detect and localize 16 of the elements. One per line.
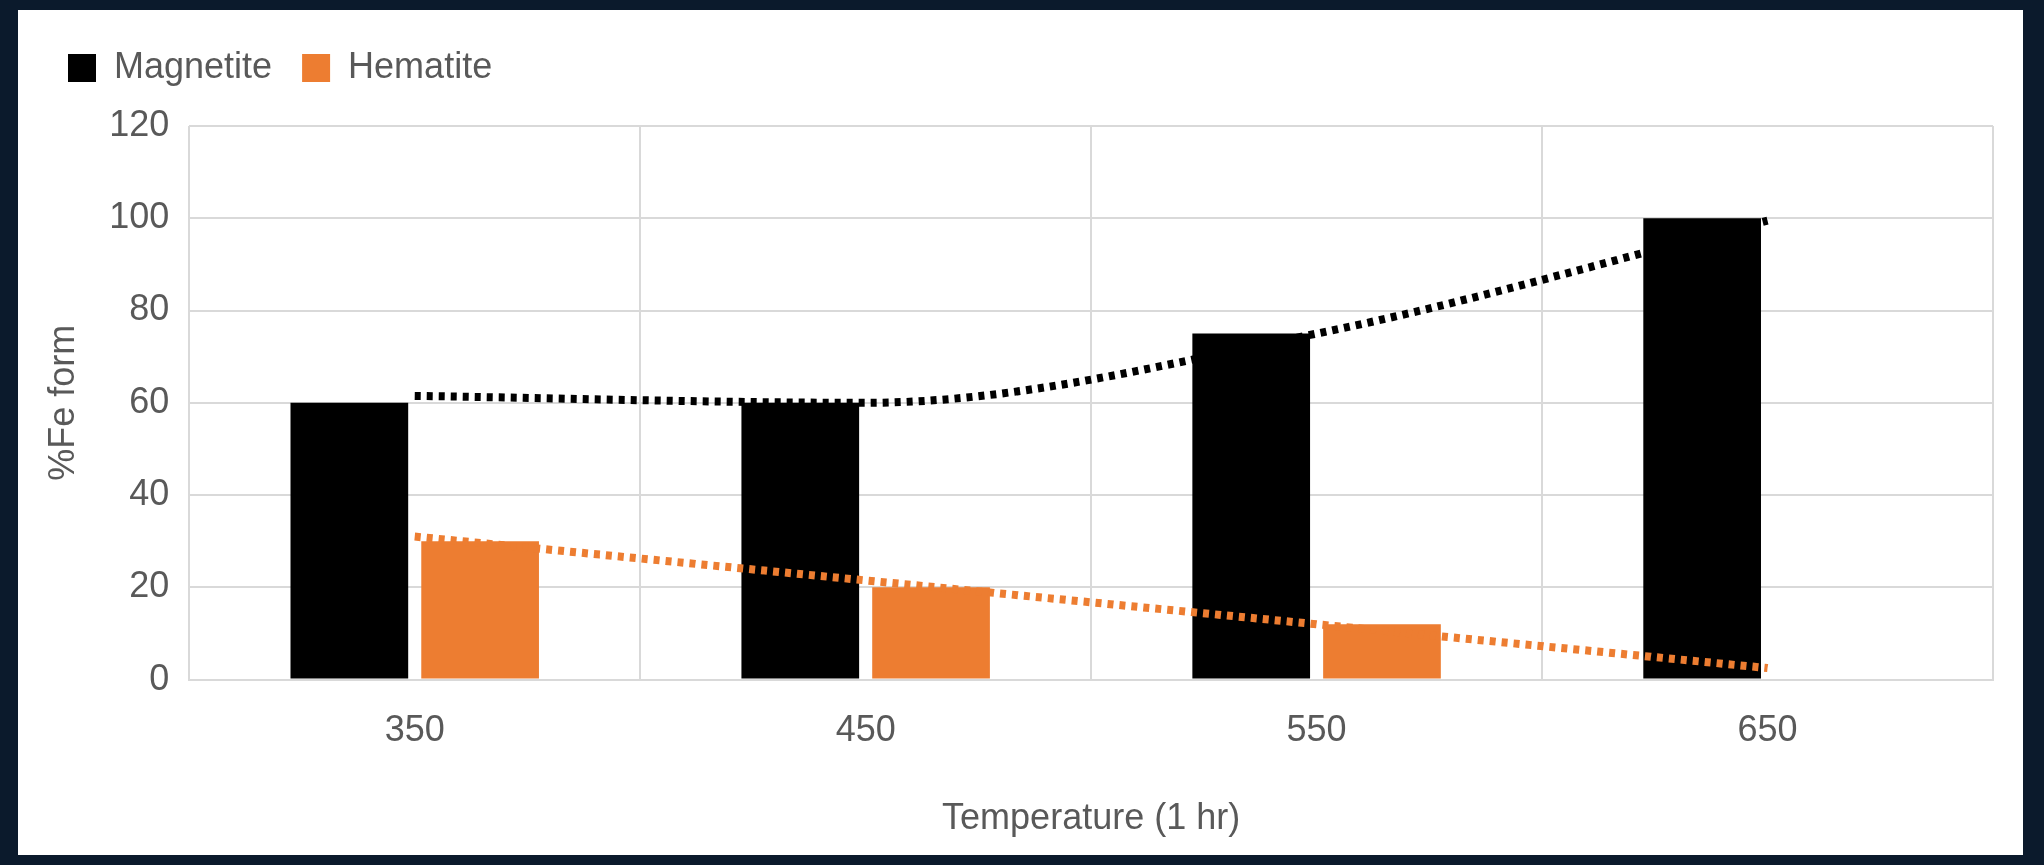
x-axis-title: Temperature (1 hr) [942, 796, 1241, 838]
y-tick-label: 100 [109, 195, 170, 237]
bar [290, 402, 409, 679]
y-axis-title: %Fe form [40, 324, 82, 481]
x-tick-label: 650 [1737, 708, 1798, 750]
x-tick-label: 450 [835, 708, 896, 750]
y-tick-label: 60 [129, 379, 170, 421]
y-tick-label: 40 [129, 471, 170, 513]
x-tick-label: 350 [384, 708, 445, 750]
x-tick-label: 550 [1286, 708, 1347, 750]
y-tick-label: 20 [129, 564, 170, 606]
legend-label: Hematite [348, 44, 493, 86]
y-tick-label: 120 [109, 102, 170, 144]
y-tick-label: 80 [129, 287, 170, 329]
y-tick-label: 0 [149, 656, 170, 698]
legend-label: Magnetite [114, 44, 273, 86]
